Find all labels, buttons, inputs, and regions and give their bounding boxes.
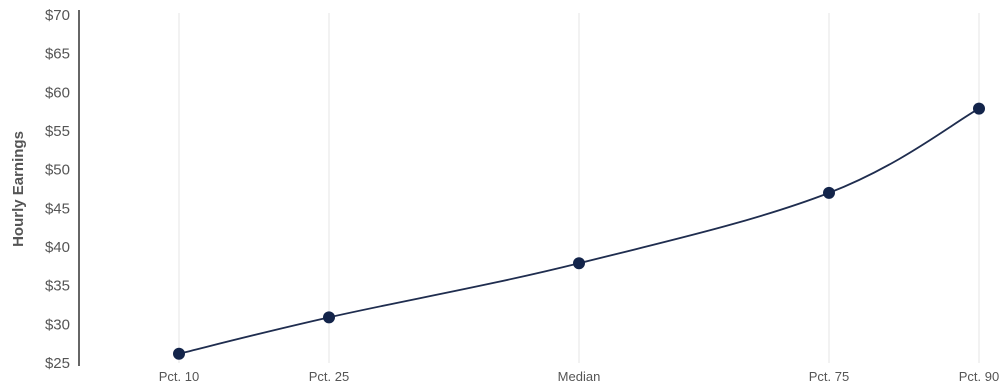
data-points (173, 102, 985, 360)
y-tick-label: $45 (45, 200, 70, 217)
data-point-pct-10 (173, 347, 185, 360)
y-tick-label: $55 (45, 123, 70, 140)
x-tick-label: Pct. 10 (159, 369, 199, 384)
data-point-pct-90 (973, 102, 985, 115)
data-point-pct-25 (323, 311, 335, 324)
y-tick-label: $70 (45, 7, 70, 24)
y-tick-label: $40 (45, 239, 70, 256)
y-tick-label: $30 (45, 316, 70, 333)
x-tick-label: Pct. 75 (809, 369, 849, 384)
y-tick-label: $65 (45, 46, 70, 63)
y-axis-ticks: $25 $30 $35 $40 $45 $50 $55 $60 $65 $70 (45, 7, 70, 372)
y-tick-label: $35 (45, 278, 70, 295)
grid-lines (178, 13, 980, 363)
y-tick-label: $25 (45, 355, 70, 372)
data-point-median (573, 257, 585, 270)
x-tick-label: Median (558, 369, 601, 384)
data-point-pct-75 (823, 186, 835, 199)
x-tick-label: Pct. 90 (959, 369, 999, 384)
y-axis-label: Hourly Earnings (10, 131, 27, 247)
y-tick-label: $60 (45, 84, 70, 101)
x-axis-ticks: Pct. 10 Pct. 25 Median Pct. 75 Pct. 90 (159, 369, 999, 384)
x-tick-label: Pct. 25 (309, 369, 349, 384)
y-tick-label: $50 (45, 162, 70, 179)
